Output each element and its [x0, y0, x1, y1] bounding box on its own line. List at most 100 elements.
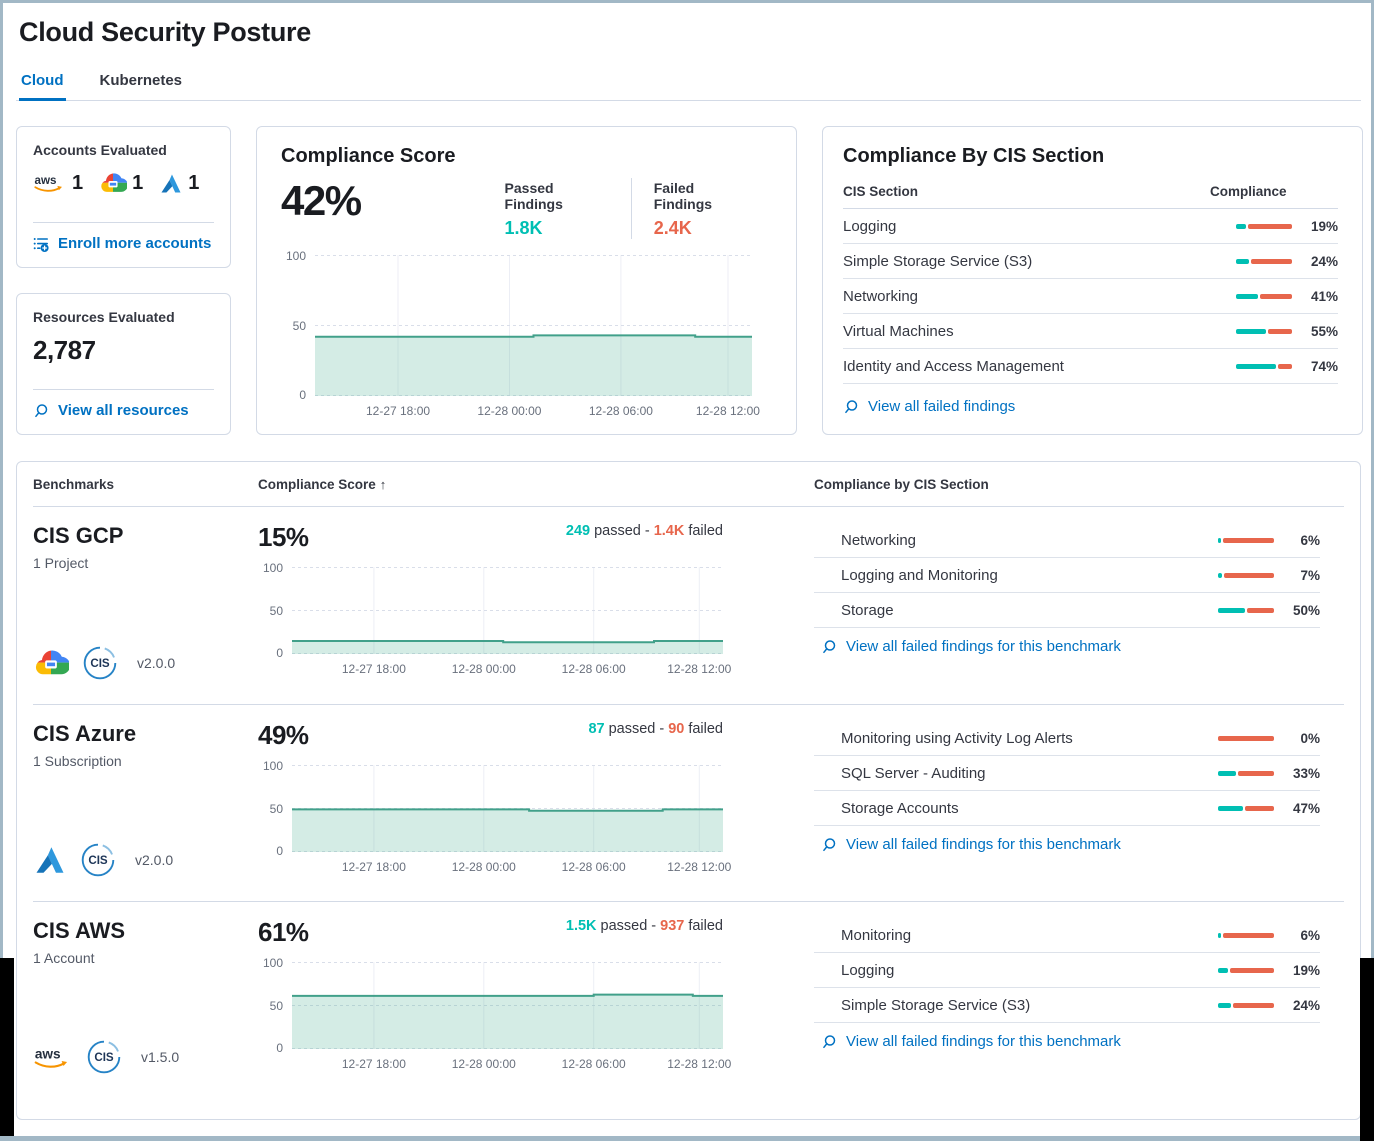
- benchmark-link-label: View all failed findings for this benchm…: [846, 1033, 1121, 1050]
- compliance-percent: 6%: [1300, 532, 1320, 548]
- compliance-by-cis-section-card: Compliance By CIS Section CIS Section Co…: [822, 126, 1363, 435]
- passed-failed-summary: 249 passed -1.4K failed: [565, 523, 723, 539]
- divider: [33, 222, 214, 223]
- search-icon: [35, 403, 48, 417]
- resources-link-label: View all resources: [58, 402, 189, 419]
- benchmark-row-cis-azure: CIS Azure 1 Subscription CIS: [33, 704, 1344, 901]
- cis-section-row: SQL Server - Auditing 33%: [814, 756, 1320, 791]
- compliance-percent: 7%: [1300, 567, 1320, 583]
- passed-findings-value: 1.8K: [504, 218, 543, 238]
- cis-section-label: Simple Storage Service (S3): [841, 996, 1031, 1014]
- compliance-bar: [1218, 537, 1274, 543]
- passed-findings: Passed Findings 1.8K: [483, 178, 631, 239]
- benchmark-trend-chart: 100 50 0 12-27 18:00 12-28 00:00 12-28 06:00 1…: [262, 561, 732, 676]
- search-icon: [845, 399, 858, 413]
- view-failed-findings-benchmark-link[interactable]: View all failed findings for this benchm…: [821, 1033, 1121, 1050]
- sort-ascending-icon: ↑: [379, 476, 387, 492]
- tab-bar: Cloud Kubernetes: [16, 72, 1361, 101]
- svg-text:CIS: CIS: [90, 657, 110, 670]
- cis-section-row: Virtual Machines 55%: [843, 314, 1338, 349]
- desktop-background: [0, 958, 14, 1136]
- list-add-icon: [33, 237, 49, 252]
- gcp-logo-icon: [35, 650, 69, 674]
- failed-findings-value: 2.4K: [653, 218, 692, 238]
- cis-section-row: Simple Storage Service (S3) 24%: [814, 988, 1320, 1023]
- cis-logo-icon: CIS: [83, 646, 117, 680]
- compliance-bar: [1218, 572, 1274, 578]
- compliance-score-column-header[interactable]: Compliance Score ↑: [258, 476, 387, 492]
- benchmark-row-cis-gcp: CIS GCP 1 Project: [33, 507, 1344, 704]
- benchmark-subtitle: 1 Account: [33, 950, 95, 966]
- failed-findings-label: Failed Findings: [653, 180, 713, 212]
- window-frame-bottom: [0, 1136, 1374, 1141]
- benchmark-name: CIS Azure: [33, 721, 137, 746]
- cis-section-label: SQL Server - Auditing: [841, 764, 986, 782]
- compliance-bar: [1218, 735, 1274, 741]
- cis-section-row: Monitoring using Activity Log Alerts 0%: [814, 721, 1320, 756]
- compliance-bar: [1236, 293, 1292, 299]
- compliance-percent: 24%: [1292, 997, 1320, 1013]
- view-failed-findings-benchmark-link[interactable]: View all failed findings for this benchm…: [821, 638, 1121, 655]
- cis-card-title: Compliance By CIS Section: [843, 145, 1105, 167]
- cis-section-row: Networking 41%: [843, 279, 1338, 314]
- benchmark-version: v2.0.0: [135, 852, 174, 868]
- benchmarks-column-header: Benchmarks: [33, 476, 115, 492]
- accounts-card-title: Accounts Evaluated: [33, 142, 167, 158]
- benchmark-row-cis-aws: CIS AWS 1 Account aws CIS: [33, 901, 1344, 1098]
- cis-section-column-header: CIS Section: [843, 184, 919, 199]
- enroll-more-accounts-link[interactable]: Enroll more accounts: [33, 235, 214, 252]
- cis-section-row: Monitoring 6%: [814, 918, 1320, 953]
- compliance-bar: [1236, 223, 1292, 229]
- cis-section-row: Storage 50%: [814, 593, 1320, 628]
- benchmark-version: v2.0.0: [137, 655, 176, 671]
- cis-section-row: Logging and Monitoring 7%: [814, 558, 1320, 593]
- failed-findings: Failed Findings 2.4K: [632, 178, 772, 239]
- compliance-percent: 19%: [1292, 962, 1320, 978]
- compliance-bar: [1218, 607, 1274, 613]
- resources-card-title: Resources Evaluated: [33, 309, 175, 325]
- aws-logo-icon: aws: [34, 175, 62, 192]
- passed-failed-summary: 87 passed -90 failed: [588, 721, 723, 737]
- tab-kubernetes[interactable]: Kubernetes: [99, 72, 183, 89]
- cis-section-label: Virtual Machines: [843, 322, 954, 340]
- failed-findings-link-label: View all failed findings: [868, 398, 1016, 415]
- compliance-score-card: Compliance Score 42% Passed Findings 1.8…: [256, 126, 797, 435]
- compliance-bar: [1236, 258, 1292, 264]
- benchmark-subtitle: 1 Subscription: [33, 753, 122, 769]
- divider: [630, 178, 632, 239]
- benchmark-score: 15%: [258, 522, 309, 552]
- tab-cloud[interactable]: Cloud: [19, 72, 66, 101]
- compliance-bar: [1236, 328, 1292, 334]
- benchmark-version: v1.5.0: [141, 1049, 180, 1065]
- search-icon: [823, 639, 836, 653]
- resources-evaluated-card: Resources Evaluated 2,787 View all resou…: [16, 293, 231, 435]
- compliance-bar: [1218, 967, 1274, 973]
- cis-section-label: Logging and Monitoring: [841, 566, 998, 584]
- cis-logo-icon: CIS: [81, 843, 115, 877]
- cis-section-label: Simple Storage Service (S3): [843, 252, 1033, 270]
- view-failed-findings-benchmark-link[interactable]: View all failed findings for this benchm…: [821, 836, 1121, 853]
- divider: [33, 389, 214, 390]
- svg-text:aws: aws: [35, 175, 57, 187]
- cis-section-label: Storage: [841, 601, 894, 619]
- benchmark-name: CIS GCP: [33, 523, 124, 548]
- cis-table-header: CIS Section Compliance: [843, 184, 1338, 209]
- passed-findings-label: Passed Findings: [504, 180, 563, 212]
- svg-text:CIS: CIS: [88, 854, 108, 867]
- svg-text:CIS: CIS: [94, 1051, 114, 1064]
- compliance-column-header: Compliance: [1210, 184, 1287, 199]
- search-icon: [823, 1034, 836, 1048]
- resources-count: 2,787: [33, 335, 96, 365]
- view-all-failed-findings-link[interactable]: View all failed findings: [843, 398, 1338, 415]
- view-all-resources-link[interactable]: View all resources: [33, 402, 214, 419]
- benchmark-trend-chart: 100 50 0 12-27 18:00 12-28 00:00 12-28 06:00 1…: [262, 759, 732, 874]
- compliance-percent: 33%: [1292, 765, 1320, 781]
- compliance-bar: [1236, 363, 1292, 369]
- compliance-percent: 50%: [1292, 602, 1320, 618]
- benchmark-trend-chart: 100 50 0 12-27 18:00 12-28 00:00 12-28 06:00 1…: [262, 956, 732, 1071]
- azure-count: 1: [188, 171, 200, 194]
- benchmark-subtitle: 1 Project: [33, 555, 89, 571]
- cis-section-row: Simple Storage Service (S3) 24%: [843, 244, 1338, 279]
- cis-logo-icon: CIS: [87, 1040, 121, 1074]
